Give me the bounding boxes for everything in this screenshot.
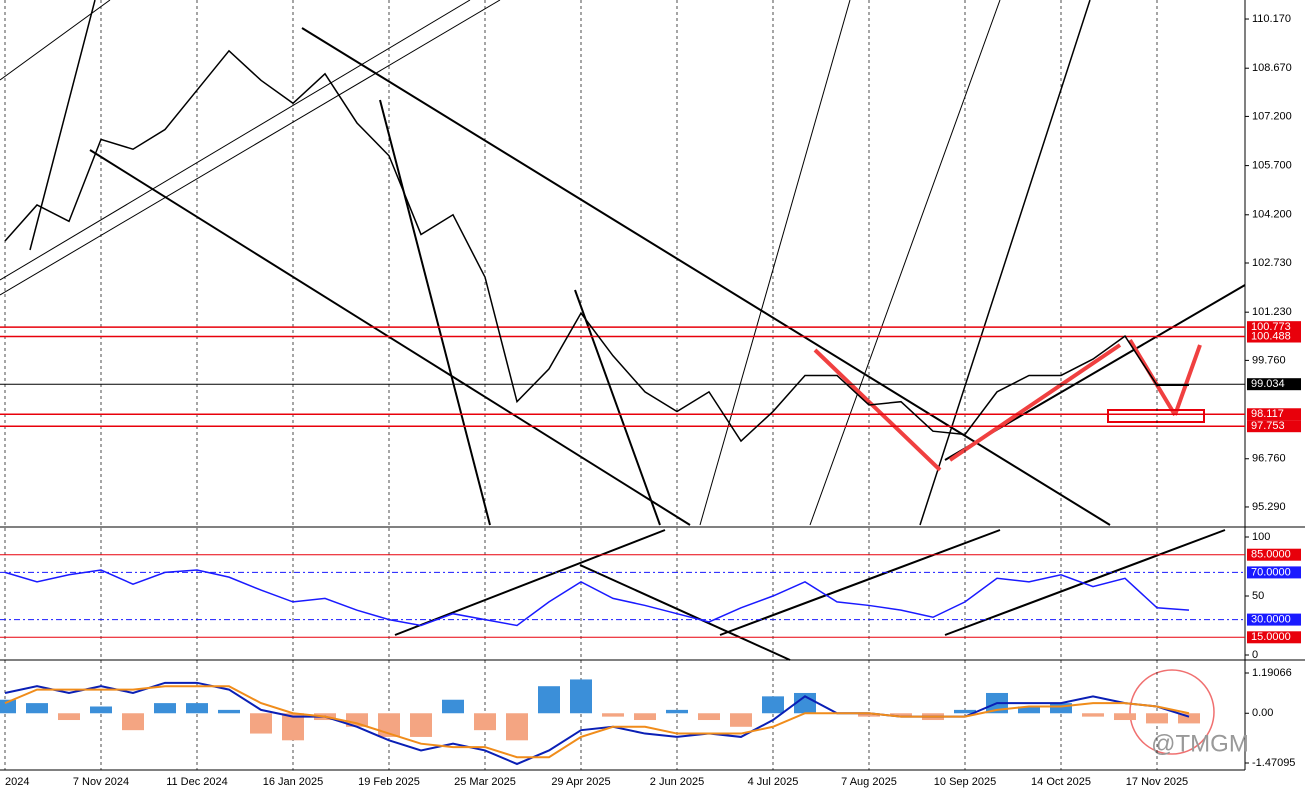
x-tick-label: 11 Dec 2024 <box>166 776 228 788</box>
histogram-bar <box>1050 703 1072 714</box>
x-tick-label: 29 Apr 2025 <box>551 776 610 788</box>
y-tick-label: 96.760 <box>1252 453 1286 465</box>
x-tick-label: 2024 <box>5 776 29 788</box>
histogram-bar <box>538 686 560 714</box>
y-tick-label: 101.230 <box>1252 306 1292 318</box>
y-tick-label: 105.700 <box>1252 160 1292 172</box>
level-label-box <box>1247 631 1301 644</box>
level-label: 30.0000 <box>1251 614 1291 626</box>
histogram-bar <box>410 713 432 737</box>
histogram-bar <box>570 679 592 714</box>
series-line <box>4 49 1189 443</box>
zone-box <box>1107 409 1205 423</box>
x-tick-label: 10 Sep 2025 <box>934 776 996 788</box>
plot-area <box>0 0 1245 770</box>
highlight-circle <box>1129 669 1215 755</box>
histogram-bar <box>250 713 272 734</box>
histogram-bar <box>730 713 752 727</box>
histogram-bar <box>634 713 656 721</box>
y-tick-label: 95.290 <box>1252 501 1286 513</box>
histogram-bar <box>506 713 528 741</box>
histogram-bar <box>698 713 720 721</box>
y-tick-label: 104.200 <box>1252 209 1292 221</box>
histogram-bar <box>762 696 784 714</box>
x-tick-label: 4 Jul 2025 <box>748 776 799 788</box>
histogram-bar <box>58 713 80 721</box>
histogram-bar <box>1082 713 1104 717</box>
level-label-box <box>1247 420 1301 433</box>
y-tick-label: -1.47095 <box>1252 757 1295 769</box>
macd-line <box>4 685 1190 759</box>
histogram-bar <box>890 713 912 717</box>
histogram-bar <box>122 713 144 731</box>
level-label-box <box>1247 378 1301 391</box>
histogram-bar <box>794 692 816 714</box>
level-label: 100.488 <box>1251 330 1291 342</box>
histogram-bar <box>26 703 48 714</box>
histogram-bar <box>474 713 496 731</box>
y-tick-label: 100 <box>1252 531 1270 543</box>
x-tick-label: 2 Jun 2025 <box>650 776 704 788</box>
histogram-bar <box>1178 713 1200 724</box>
y-tick-label: 107.200 <box>1252 110 1292 122</box>
x-tick-label: 14 Oct 2025 <box>1031 776 1091 788</box>
level-label-box <box>1247 613 1301 626</box>
histogram-bar <box>858 713 880 717</box>
histogram-bar <box>154 703 176 714</box>
y-tick-label: 1.19066 <box>1252 667 1292 679</box>
histogram-bar <box>282 713 304 741</box>
y-tick-label: 0 <box>1252 649 1258 661</box>
level-label: 15.0000 <box>1251 631 1291 643</box>
histogram-bar <box>90 706 112 714</box>
level-label-box <box>1247 566 1301 579</box>
histogram-bar <box>442 699 464 714</box>
histogram-bar <box>954 709 976 714</box>
series-line <box>4 569 1190 627</box>
x-tick-label: 17 Nov 2025 <box>1126 776 1188 788</box>
y-tick-label: 0.00 <box>1252 707 1273 719</box>
histogram-bar <box>0 699 16 714</box>
histogram-bar <box>666 709 688 714</box>
macd-line <box>4 681 1190 766</box>
level-label-box <box>1247 548 1301 561</box>
x-tick-label: 25 Mar 2025 <box>454 776 516 788</box>
histogram-bar <box>346 713 368 727</box>
level-label: 85.0000 <box>1251 549 1291 561</box>
watermark: @TMGM <box>1151 730 1249 757</box>
level-label: 99.034 <box>1251 378 1285 390</box>
trend-lines <box>0 0 1246 661</box>
histogram-bar <box>602 713 624 717</box>
y-tick-label: 50 <box>1252 590 1264 602</box>
level-label-box <box>1247 408 1301 421</box>
x-tick-label: 7 Nov 2024 <box>73 776 129 788</box>
histogram-bar <box>186 703 208 714</box>
x-tick-label: 7 Aug 2025 <box>841 776 897 788</box>
level-label-box <box>1247 330 1301 343</box>
y-tick-label: 110.170 <box>1252 13 1291 25</box>
histogram-bar <box>1018 706 1040 714</box>
level-label: 70.0000 <box>1251 566 1291 578</box>
histogram-bar <box>1114 713 1136 721</box>
level-label-box <box>1247 321 1301 334</box>
histogram-bar <box>1146 713 1168 724</box>
level-label: 100.773 <box>1251 321 1291 333</box>
x-tick-label: 19 Feb 2025 <box>358 776 420 788</box>
x-tick-label: 16 Jan 2025 <box>263 776 324 788</box>
level-label: 97.753 <box>1251 420 1285 432</box>
histogram-bar <box>218 709 240 714</box>
level-label: 98.117 <box>1251 408 1284 420</box>
y-tick-label: 108.670 <box>1252 62 1292 74</box>
y-tick-label: 99.760 <box>1252 354 1286 366</box>
y-tick-label: 102.730 <box>1252 257 1292 269</box>
